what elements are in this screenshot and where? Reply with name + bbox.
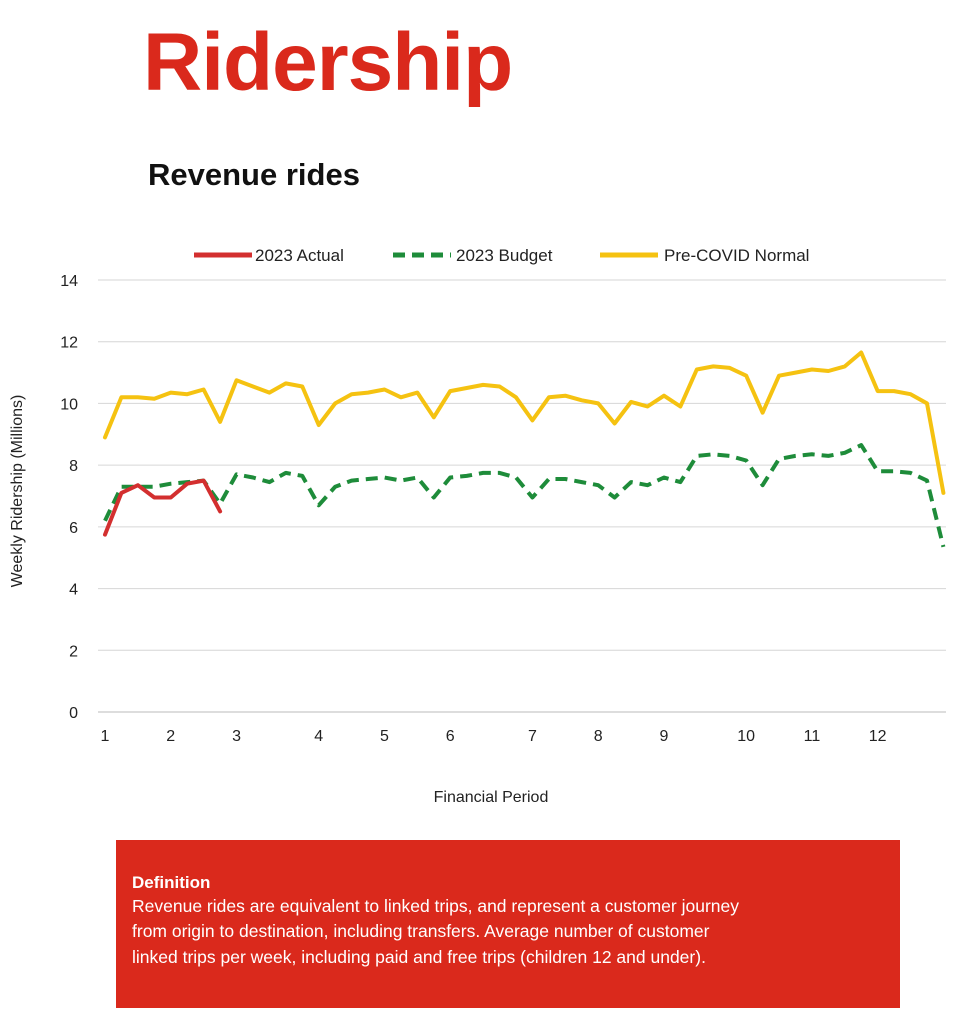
y-tick-label: 8 <box>69 458 78 475</box>
definition-line: linked trips per week, including paid an… <box>132 946 706 967</box>
y-tick-label: 4 <box>69 582 78 599</box>
y-tick-label: 10 <box>60 396 78 413</box>
y-tick-label: 2 <box>69 643 78 660</box>
series-line-pre-covid-normal <box>103 350 946 495</box>
x-tick-label: 10 <box>737 728 755 745</box>
definition-heading: Definition <box>132 873 211 892</box>
definition-line: from origin to destination, including tr… <box>132 921 710 942</box>
definition-text: Revenue rides are equivalent to linked t… <box>132 894 884 970</box>
x-tick-label: 5 <box>380 728 389 745</box>
x-tick-label: 7 <box>528 728 537 745</box>
x-tick-label: 2 <box>166 728 175 745</box>
page-title: Ridership <box>143 17 513 108</box>
x-tick-label: 12 <box>869 728 887 745</box>
y-tick-label: 6 <box>69 520 78 537</box>
y-tick-label: 14 <box>60 273 78 290</box>
y-axis-ticks: 0 2 4 6 8 10 12 14 <box>60 273 78 722</box>
x-tick-label: 11 <box>804 728 821 745</box>
y-axis-title: Weekly Ridership (Millions) <box>9 395 26 588</box>
section-title: Revenue rides <box>148 157 360 192</box>
x-axis-ticks: 1 2 3 4 5 6 7 8 9 10 11 12 <box>101 728 887 745</box>
definition-box: Definition Revenue rides are equivalent … <box>116 840 900 1008</box>
series-line-2023-actual <box>103 478 223 537</box>
legend-label: Pre-COVID Normal <box>664 246 809 265</box>
x-tick-label: 3 <box>232 728 241 745</box>
x-axis-title: Financial Period <box>434 789 549 806</box>
x-tick-label: 8 <box>594 728 603 745</box>
legend-label: 2023 Actual <box>255 246 344 265</box>
y-tick-label: 0 <box>69 705 78 722</box>
series-lines <box>103 350 946 548</box>
series-line-2023-budget <box>103 443 946 548</box>
y-tick-label: 12 <box>60 335 78 352</box>
x-tick-label: 4 <box>314 728 323 745</box>
x-tick-label: 9 <box>660 728 669 745</box>
definition-line: Revenue rides are equivalent to linked t… <box>132 896 740 917</box>
x-tick-label: 6 <box>446 728 455 745</box>
legend: 2023 Actual 2023 Budget Pre-COVID Normal <box>194 246 809 265</box>
legend-label: 2023 Budget <box>456 246 553 265</box>
x-tick-label: 1 <box>101 728 110 745</box>
